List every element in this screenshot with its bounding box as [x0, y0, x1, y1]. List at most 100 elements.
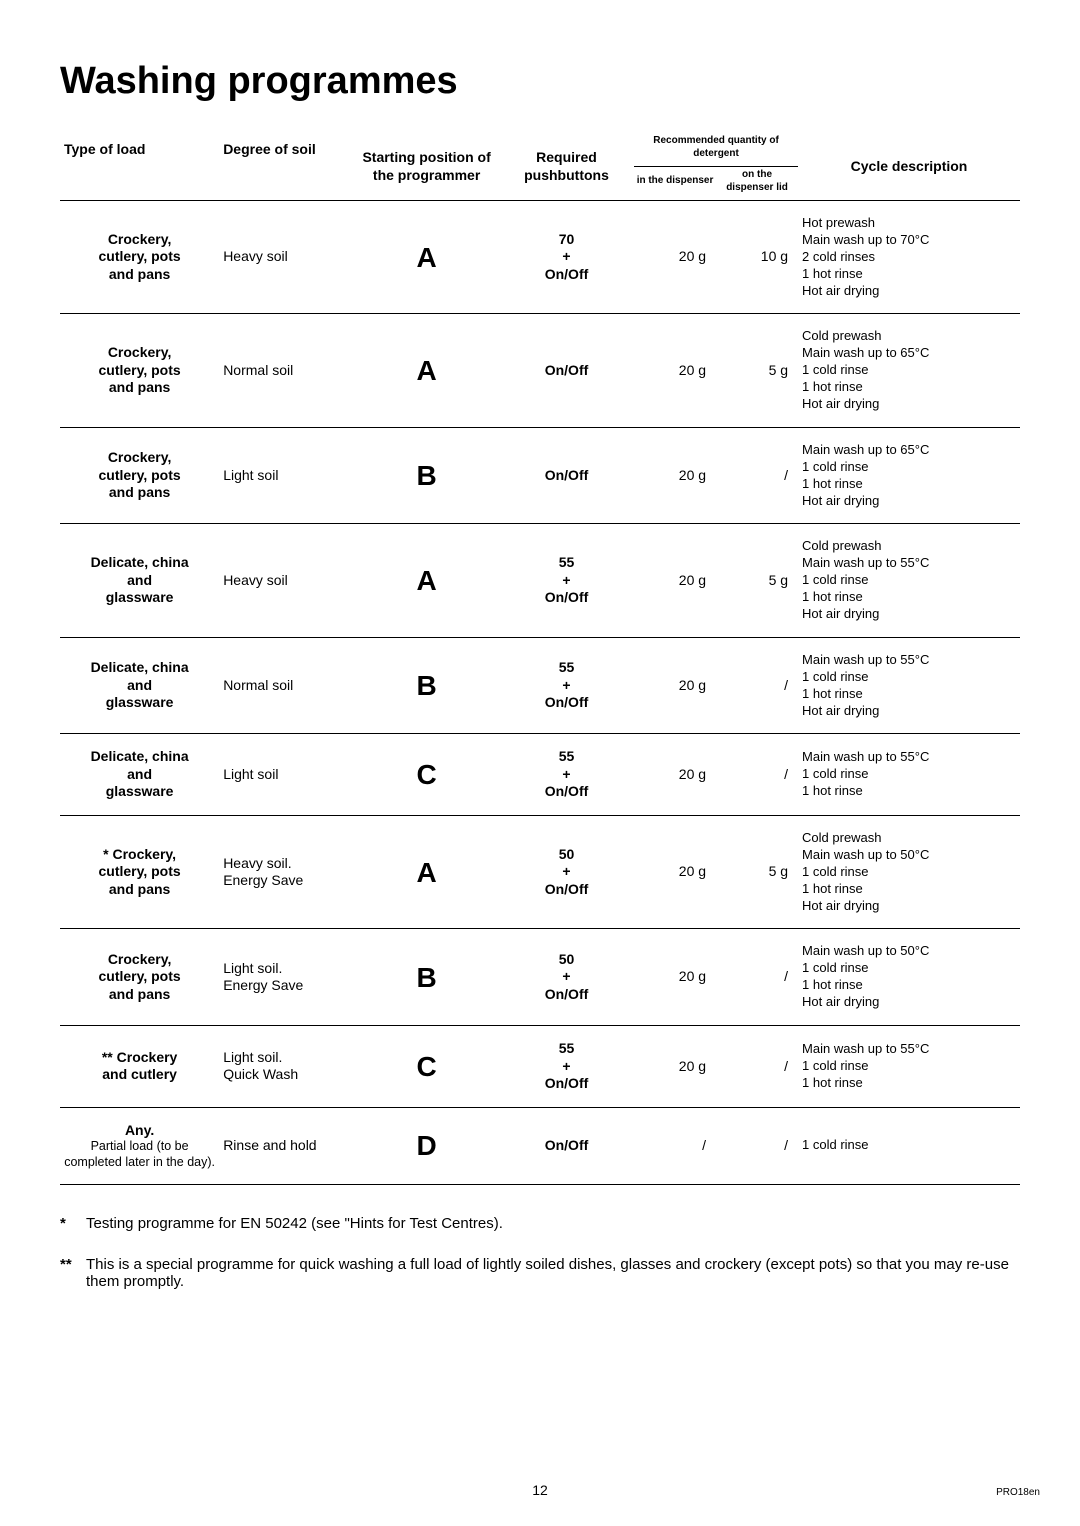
cell-cycle: Main wash up to 50°C1 cold rinse1 hot ri… [798, 929, 1020, 1026]
cell-cycle: Main wash up to 55°C1 cold rinse1 hot ri… [798, 1026, 1020, 1108]
cell-soil: Heavy soil [219, 201, 354, 314]
footnote-1: * Testing programme for EN 50242 (see "H… [60, 1215, 1020, 1232]
cell-start: A [354, 314, 499, 427]
cell-soil: Normal soil [219, 314, 354, 427]
cell-pushbuttons: 55+On/Off [499, 637, 634, 734]
cell-cycle: Cold prewashMain wash up to 55°C1 cold r… [798, 524, 1020, 637]
cell-lid: / [716, 734, 798, 816]
cell-load: Crockery,cutlery, potsand pans [60, 201, 219, 314]
cell-dispenser: 20 g [634, 314, 716, 427]
cell-start: A [354, 201, 499, 314]
cell-dispenser: 20 g [634, 427, 716, 524]
cell-soil: Rinse and hold [219, 1107, 354, 1185]
table-row: Crockery,cutlery, potsand pansHeavy soil… [60, 201, 1020, 314]
cell-pushbuttons: 50+On/Off [499, 929, 634, 1026]
cell-cycle: Hot prewashMain wash up to 70°C2 cold ri… [798, 201, 1020, 314]
cell-lid: / [716, 427, 798, 524]
cell-lid: 5 g [716, 524, 798, 637]
footnote-2-text: This is a special programme for quick wa… [86, 1256, 1020, 1290]
doc-code: PRO18en [996, 1487, 1040, 1498]
page-title: Washing programmes [60, 60, 1020, 103]
cell-cycle: Main wash up to 55°C1 cold rinse1 hot ri… [798, 734, 1020, 816]
cell-lid: 10 g [716, 201, 798, 314]
cell-soil: Light soil.Energy Save [219, 929, 354, 1026]
cell-pushbuttons: 70+On/Off [499, 201, 634, 314]
cell-lid: / [716, 929, 798, 1026]
footnotes: * Testing programme for EN 50242 (see "H… [60, 1215, 1020, 1290]
cell-lid: / [716, 1107, 798, 1185]
table-row: Any.Partial load (to be completed later … [60, 1107, 1020, 1185]
table-row: Crockery,cutlery, potsand pansLight soil… [60, 929, 1020, 1026]
cell-pushbuttons: 55+On/Off [499, 734, 634, 816]
cell-soil: Heavy soil [219, 524, 354, 637]
cell-load: Delicate, chinaandglassware [60, 637, 219, 734]
cell-pushbuttons: 55+On/Off [499, 1026, 634, 1108]
cell-dispenser: 20 g [634, 815, 716, 928]
cell-cycle: Cold prewashMain wash up to 65°C1 cold r… [798, 314, 1020, 427]
cell-cycle: Cold prewashMain wash up to 50°C1 cold r… [798, 815, 1020, 928]
cell-start: A [354, 815, 499, 928]
th-push: Required pushbuttons [499, 133, 634, 201]
footnote-2: ** This is a special programme for quick… [60, 1256, 1020, 1290]
cell-lid: 5 g [716, 815, 798, 928]
cell-dispenser: 20 g [634, 1026, 716, 1108]
cell-cycle: Main wash up to 65°C1 cold rinse1 hot ri… [798, 427, 1020, 524]
cell-load: * Crockery,cutlery, potsand pans [60, 815, 219, 928]
cell-lid: 5 g [716, 314, 798, 427]
table-row: * Crockery,cutlery, potsand pansHeavy so… [60, 815, 1020, 928]
cell-lid: / [716, 637, 798, 734]
cell-pushbuttons: 50+On/Off [499, 815, 634, 928]
cell-pushbuttons: On/Off [499, 314, 634, 427]
cell-soil: Heavy soil.Energy Save [219, 815, 354, 928]
th-soil: Degree of soil [219, 133, 354, 201]
cell-dispenser: 20 g [634, 201, 716, 314]
cell-dispenser: 20 g [634, 524, 716, 637]
cell-dispenser: 20 g [634, 637, 716, 734]
cell-lid: / [716, 1026, 798, 1108]
page-number: 12 [0, 1482, 1080, 1498]
cell-pushbuttons: On/Off [499, 427, 634, 524]
cell-cycle: 1 cold rinse [798, 1107, 1020, 1185]
table-row: Delicate, chinaandglasswareHeavy soilA55… [60, 524, 1020, 637]
cell-load: Delicate, chinaandglassware [60, 734, 219, 816]
cell-load: Crockery,cutlery, potsand pans [60, 427, 219, 524]
cell-load: Any.Partial load (to be completed later … [60, 1107, 219, 1185]
cell-start: C [354, 734, 499, 816]
table-row: Delicate, chinaandglasswareNormal soilB5… [60, 637, 1020, 734]
cell-soil: Light soil [219, 734, 354, 816]
cell-soil: Light soil [219, 427, 354, 524]
cell-soil: Light soil.Quick Wash [219, 1026, 354, 1108]
footnote-1-text: Testing programme for EN 50242 (see "Hin… [86, 1215, 503, 1232]
cell-dispenser: / [634, 1107, 716, 1185]
cell-start: C [354, 1026, 499, 1108]
th-start: Starting position of the programmer [354, 133, 499, 201]
cell-dispenser: 20 g [634, 734, 716, 816]
programmes-tbody: Crockery,cutlery, potsand pansHeavy soil… [60, 201, 1020, 1185]
programmes-table: Type of load Degree of soil Starting pos… [60, 133, 1020, 1185]
cell-pushbuttons: On/Off [499, 1107, 634, 1185]
footnote-1-mark: * [60, 1215, 86, 1232]
cell-start: B [354, 427, 499, 524]
table-row: Delicate, chinaandglasswareLight soilC55… [60, 734, 1020, 816]
cell-load: Delicate, chinaandglassware [60, 524, 219, 637]
cell-start: B [354, 637, 499, 734]
th-lid: on the dispenser lid [716, 167, 798, 201]
cell-start: D [354, 1107, 499, 1185]
cell-load: ** Crockeryand cutlery [60, 1026, 219, 1108]
table-row: Crockery,cutlery, potsand pansLight soil… [60, 427, 1020, 524]
cell-pushbuttons: 55+On/Off [499, 524, 634, 637]
cell-start: B [354, 929, 499, 1026]
th-load: Type of load [60, 133, 219, 201]
cell-load: Crockery,cutlery, potsand pans [60, 929, 219, 1026]
th-cycle: Cycle description [798, 133, 1020, 201]
cell-load: Crockery,cutlery, potsand pans [60, 314, 219, 427]
table-row: Crockery,cutlery, potsand pansNormal soi… [60, 314, 1020, 427]
table-row: ** Crockeryand cutleryLight soil.Quick W… [60, 1026, 1020, 1108]
th-qty: Recommended quantity of detergent [634, 133, 798, 167]
cell-dispenser: 20 g [634, 929, 716, 1026]
cell-start: A [354, 524, 499, 637]
cell-soil: Normal soil [219, 637, 354, 734]
th-disp: in the dispenser [634, 167, 716, 201]
cell-cycle: Main wash up to 55°C1 cold rinse1 hot ri… [798, 637, 1020, 734]
footnote-2-mark: ** [60, 1256, 86, 1290]
